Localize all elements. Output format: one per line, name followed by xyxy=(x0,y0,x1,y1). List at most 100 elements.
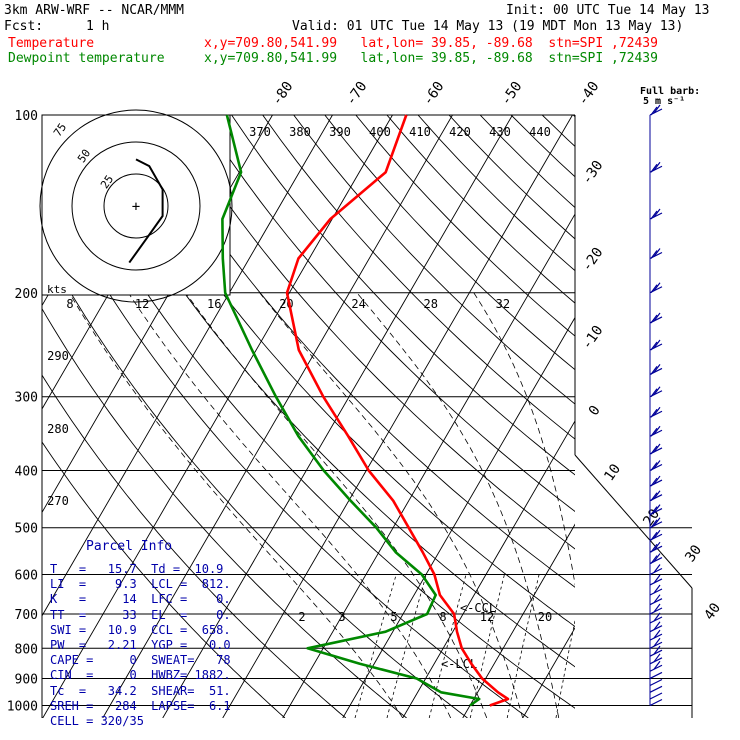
isotherm-label: -70 xyxy=(343,79,371,109)
level-annotation: <-CCL xyxy=(460,601,496,615)
hodograph-center: + xyxy=(132,199,140,215)
wind-barb xyxy=(649,653,663,665)
hodograph-frame xyxy=(41,114,231,296)
temperature-label: Temperature xyxy=(8,36,95,51)
pressure-label-600: 600 xyxy=(15,568,38,583)
isotherm xyxy=(522,627,575,718)
wind-barb xyxy=(649,645,663,657)
parcel-info-row: K = 14 LFC = 0. xyxy=(50,592,231,607)
dry-adiabat xyxy=(42,441,286,718)
pressure-label-500: 500 xyxy=(15,522,38,537)
wind-barbs-column: Full barb:5 m s⁻¹ xyxy=(640,86,700,707)
wind-barb xyxy=(649,698,663,707)
parcel-info-panel: Parcel Info T = 15.7 Td = 10.9 LI = 9.3 LC… xyxy=(44,537,234,729)
pressure-label-1000: 1000 xyxy=(7,699,38,714)
hodograph-speed-tick: 12 xyxy=(135,297,149,311)
theta-label: 380 xyxy=(289,125,311,139)
dry-adiabat xyxy=(324,115,575,371)
isotherm xyxy=(462,523,575,718)
theta-side-label: 290 xyxy=(47,349,69,363)
wind-barb xyxy=(649,603,663,615)
wind-barb xyxy=(649,282,663,294)
wind-barb xyxy=(649,621,663,633)
moist-adiabat xyxy=(185,292,488,718)
moist-adiabat xyxy=(128,292,452,718)
wind-barb xyxy=(649,574,663,586)
isotherm-label: 0 xyxy=(586,403,604,419)
dry-adiabat xyxy=(479,115,575,209)
dry-adiabat xyxy=(42,241,468,718)
moist-adiabat xyxy=(473,292,575,587)
theta-label: 440 xyxy=(529,125,551,139)
hodograph-ring xyxy=(39,109,233,303)
mixing-ratio-line xyxy=(506,574,540,718)
hodograph-ring-label: 50 xyxy=(75,147,93,165)
isotherm-label: -60 xyxy=(420,79,448,109)
barb-legend-line1: Full barb: xyxy=(640,86,700,97)
mixing-ratio-label: 2 xyxy=(298,610,305,624)
header: 3km ARW-WRF -- NCAR/MMM Init: 00 UTC Tue… xyxy=(0,0,740,72)
pressure-label-100: 100 xyxy=(15,109,38,124)
dry-adiabat xyxy=(107,115,575,628)
isotherm-label: -20 xyxy=(579,245,607,275)
theta-side-label: 280 xyxy=(47,422,69,436)
wind-barb xyxy=(649,475,663,487)
theta-label: 390 xyxy=(329,125,351,139)
dry-adiabat xyxy=(169,115,575,550)
dewpoint-label: Dewpoint temperature xyxy=(8,51,165,66)
pressure-label-900: 900 xyxy=(15,672,38,687)
isotherm-label: 40 xyxy=(701,600,724,623)
sounding-profiles xyxy=(221,114,510,707)
isotherm-label: -10 xyxy=(579,323,607,353)
mixing-ratio-label: 5 xyxy=(390,610,397,624)
wind-barb xyxy=(649,104,663,116)
moist-adiabat xyxy=(68,292,404,718)
parcel-info-row: T = 15.7 Td = 10.9 xyxy=(50,562,224,576)
wind-barb xyxy=(649,248,663,260)
moist-adiabat xyxy=(259,292,524,718)
dry-adiabat xyxy=(231,115,575,476)
wind-barb xyxy=(649,504,663,516)
pressure-label-400: 400 xyxy=(15,465,38,480)
model-title: 3km ARW-WRF -- NCAR/MMM xyxy=(4,3,185,18)
isotherm xyxy=(342,316,575,718)
mixing-ratio-line xyxy=(428,574,467,718)
theta-label: 430 xyxy=(489,125,511,139)
hodograph-ring-label: 75 xyxy=(51,121,69,139)
theta-label: 410 xyxy=(409,125,431,139)
dry-adiabat xyxy=(262,115,575,440)
wind-barb xyxy=(649,425,663,437)
isotherm-label: 10 xyxy=(601,461,624,484)
wind-barb xyxy=(649,443,663,455)
dry-adiabat xyxy=(42,174,529,718)
wind-barb xyxy=(649,629,663,641)
wind-barb xyxy=(649,406,663,418)
wind-barb xyxy=(649,612,663,624)
isotherm-label: 30 xyxy=(682,542,705,565)
pressure-label-800: 800 xyxy=(15,642,38,657)
isotherm-label: -30 xyxy=(579,158,607,188)
pressure-label-200: 200 xyxy=(15,287,38,302)
mixing-ratio-line xyxy=(386,574,427,718)
hodograph-ring-label: 25 xyxy=(98,173,116,191)
parcel-info-row: LI = 9.3 LCL = 812. xyxy=(50,577,231,592)
isotherm xyxy=(583,115,740,718)
dry-adiabat xyxy=(44,115,575,709)
wind-barb xyxy=(649,660,663,672)
isotherm-label: -40 xyxy=(575,79,603,109)
pressure-label-700: 700 xyxy=(15,608,38,623)
barb-legend-line2: 5 m s⁻¹ xyxy=(643,96,685,107)
wind-barb xyxy=(649,594,663,606)
isotherm xyxy=(102,115,453,718)
dry-adiabat xyxy=(386,115,575,304)
dry-adiabat xyxy=(42,374,347,718)
mixing-ratio-label: 12 xyxy=(480,610,494,624)
wind-barb xyxy=(649,364,663,375)
dry-adiabat xyxy=(200,115,575,513)
wind-barb xyxy=(649,692,663,700)
dry-adiabat xyxy=(355,115,575,337)
parcel-info-row: PW = 2.21 YGP = 0.0 xyxy=(50,638,231,652)
dewpoint-location: x,y=709.80,541.99 lat,lon= 39.85, -89.68… xyxy=(204,51,658,66)
dry-adiabat xyxy=(138,115,575,588)
isotherm-label: -80 xyxy=(269,79,297,109)
